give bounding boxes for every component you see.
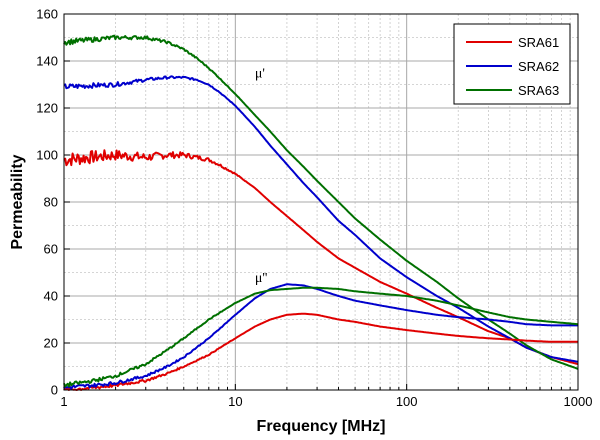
series-line-sra62-mu-prime: [63, 75, 579, 363]
annotations: μ' μ'': [255, 66, 268, 285]
y-tick-label: 80: [44, 195, 58, 210]
chart-grid: [63, 13, 579, 391]
series-line-sra63-mu-prime: [63, 34, 579, 370]
y-tick-label: 160: [36, 7, 58, 22]
y-tick-label: 140: [36, 54, 58, 69]
annotation-mu-double-prime: μ'': [255, 271, 268, 286]
y-tick-label: 0: [51, 383, 58, 398]
series-layer: [63, 34, 579, 391]
series-line-sra62-mu-double-prime: [63, 283, 578, 390]
y-axis-title: Permeability: [9, 154, 26, 249]
y-tick-label: 40: [44, 289, 58, 304]
series-line-sra63-mu-double-prime: [63, 286, 579, 388]
legend-label-sra63: SRA63: [518, 83, 559, 98]
y-tick-label: 60: [44, 242, 58, 257]
y-tick-label: 120: [36, 101, 58, 116]
legend-label-sra61: SRA61: [518, 35, 559, 50]
legend: SRA61 SRA62 SRA63: [453, 23, 571, 105]
x-tick-label: 10: [228, 394, 242, 409]
x-axis-title: Frequency [MHz]: [257, 418, 386, 435]
y-tick-label: 20: [44, 336, 58, 351]
axis-ticks: 1 10 100 1000 0 20 40 60 80 100 120 140 160: [36, 7, 592, 410]
x-tick-label: 1000: [564, 394, 593, 409]
x-tick-label: 100: [396, 394, 418, 409]
series-line-sra61-mu-double-prime: [63, 312, 578, 391]
annotation-mu-prime: μ': [255, 66, 265, 81]
legend-label-sra62: SRA62: [518, 59, 559, 74]
series-line-sra61-mu-prime: [63, 149, 579, 366]
y-tick-label: 100: [36, 148, 58, 163]
x-tick-label: 1: [60, 394, 67, 409]
